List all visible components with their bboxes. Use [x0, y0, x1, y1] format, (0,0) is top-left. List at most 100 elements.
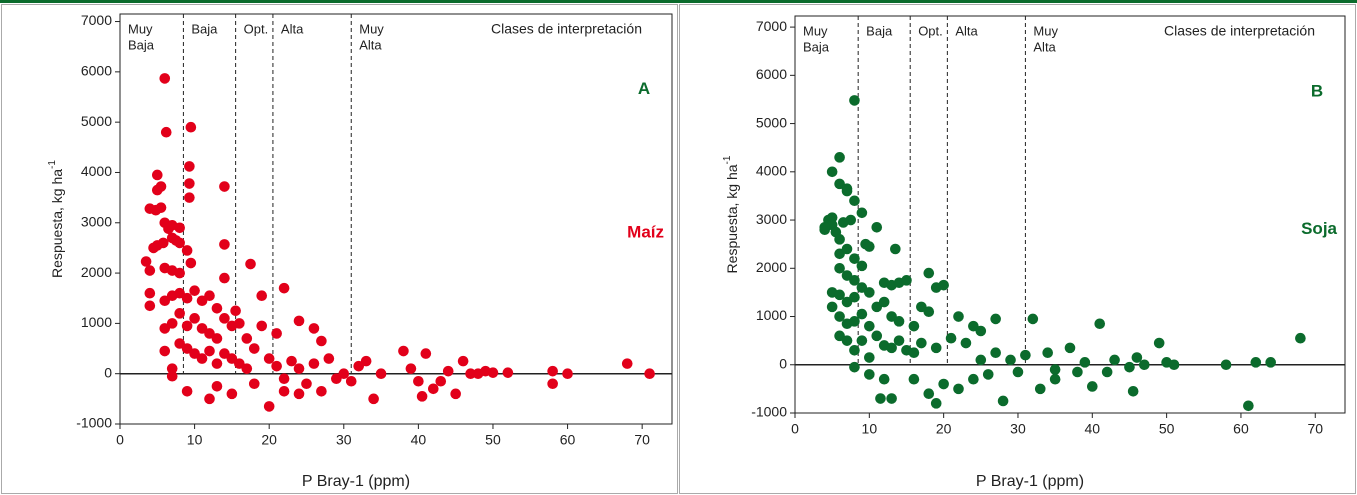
x-tick-label: 0: [116, 432, 124, 448]
point: [293, 315, 305, 327]
y-axis-label-text: Respuesta, kg ha: [724, 164, 740, 273]
x-tick-label: 70: [634, 432, 650, 448]
point: [1027, 313, 1039, 325]
point: [886, 342, 897, 354]
point: [405, 363, 417, 374]
point: [144, 287, 156, 299]
x-axis-label: P Bray-1 (ppm): [976, 473, 1084, 490]
point: [211, 333, 223, 344]
point: [398, 345, 409, 357]
y-axis-label-text: Respuesta, kg ha: [49, 169, 65, 278]
point: [360, 355, 372, 367]
point: [159, 345, 171, 357]
point: [997, 395, 1009, 407]
x-tick-label: 60: [560, 432, 576, 448]
y-tick-label: -1000: [751, 404, 787, 420]
point: [834, 262, 845, 274]
class-label: Alta: [955, 23, 978, 38]
plot-frame: [794, 15, 1346, 414]
point: [1109, 354, 1120, 366]
point: [930, 342, 942, 354]
point: [308, 358, 320, 369]
point: [263, 353, 275, 364]
point: [849, 253, 860, 264]
panel-frame: [679, 4, 1356, 494]
point: [945, 332, 957, 344]
panel-label: A: [638, 79, 650, 98]
point: [644, 368, 655, 379]
y-tick-label: 7000: [81, 12, 112, 28]
point: [864, 369, 875, 380]
point: [841, 185, 853, 197]
point: [916, 337, 927, 349]
point: [849, 95, 860, 106]
point: [219, 348, 230, 359]
class-label: Muy: [803, 23, 828, 38]
point: [248, 343, 260, 354]
point: [864, 241, 875, 252]
class-label: Opt.: [918, 23, 943, 38]
point: [982, 369, 994, 380]
point: [968, 373, 979, 385]
point: [226, 353, 238, 364]
point: [1086, 381, 1098, 392]
x-tick-label: 30: [336, 432, 352, 448]
point: [160, 126, 172, 138]
point: [271, 360, 282, 372]
point: [271, 328, 282, 339]
crop-label: Maíz: [627, 222, 664, 241]
point: [841, 335, 853, 346]
point: [975, 354, 987, 366]
point: [338, 368, 350, 379]
point: [204, 345, 215, 357]
point: [990, 313, 1001, 325]
y-tick-label: 0: [104, 364, 112, 380]
point: [151, 184, 163, 196]
point: [826, 301, 838, 313]
point: [960, 337, 972, 349]
point: [1265, 357, 1276, 368]
point: [1012, 366, 1024, 378]
point: [547, 365, 558, 377]
x-tick-label: 70: [1307, 421, 1323, 437]
class-label: Alta: [1033, 39, 1056, 54]
point: [368, 393, 379, 405]
x-tick-label: 50: [485, 432, 501, 448]
point: [990, 347, 1001, 359]
point: [435, 375, 447, 387]
point: [849, 344, 860, 356]
point: [893, 335, 905, 346]
point: [256, 320, 268, 332]
point: [834, 152, 845, 163]
point: [1220, 359, 1232, 371]
point: [1064, 342, 1076, 354]
point: [1079, 357, 1091, 368]
point: [547, 378, 558, 390]
point: [144, 265, 156, 276]
plot-frame: [119, 13, 673, 425]
point: [1042, 347, 1054, 359]
point: [621, 358, 633, 369]
point: [184, 178, 195, 189]
point: [159, 73, 171, 84]
point: [184, 192, 195, 203]
point: [375, 368, 387, 379]
point: [923, 306, 935, 317]
point: [331, 373, 342, 385]
point: [856, 335, 868, 346]
point: [181, 320, 193, 332]
y-tick-label: 6000: [756, 66, 787, 82]
y-tick-label: 5000: [756, 114, 787, 130]
point: [196, 353, 208, 364]
point: [864, 320, 875, 332]
point: [189, 285, 200, 296]
point: [1250, 357, 1262, 368]
point: [908, 373, 920, 385]
point: [1020, 349, 1031, 361]
point: [819, 221, 831, 233]
point: [263, 401, 275, 412]
point: [1101, 366, 1113, 378]
point: [975, 325, 987, 337]
point: [211, 358, 223, 369]
point: [204, 328, 215, 339]
